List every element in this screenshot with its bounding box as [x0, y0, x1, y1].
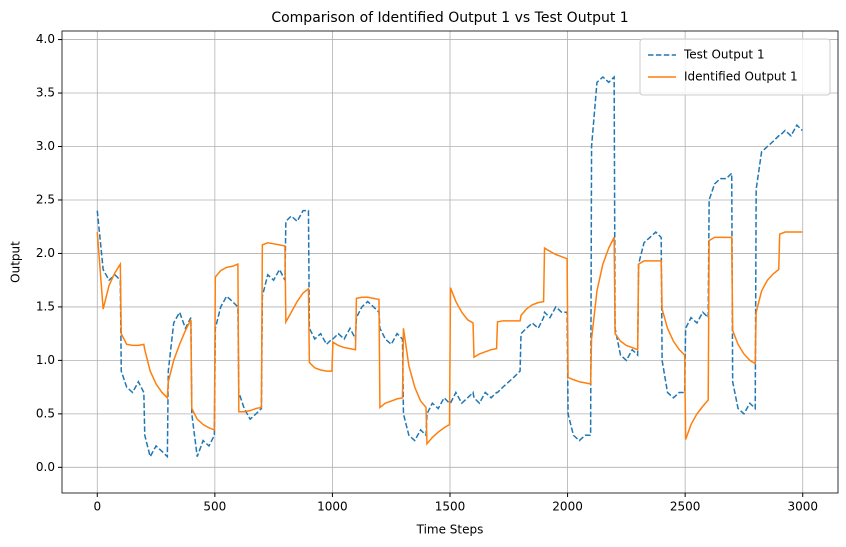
x-tick-label: 2000 — [552, 500, 583, 514]
legend: Test Output 1 Identified Output 1 — [639, 38, 831, 96]
y-tick-label: 2.5 — [36, 192, 55, 206]
legend-label: Test Output 1 — [683, 48, 765, 62]
data-line — [96, 231, 803, 446]
legend-label: Identified Output 1 — [684, 70, 798, 84]
y-tick-label: 4.0 — [36, 32, 55, 46]
x-tick-label: 3000 — [787, 500, 818, 514]
plot-frame — [61, 30, 839, 494]
y-tick-label: 2.0 — [36, 246, 55, 260]
y-tick-label: 0.0 — [36, 460, 55, 474]
chart-title: Comparison of Identified Output 1 vs Tes… — [271, 10, 628, 26]
x-tick-label: 2500 — [670, 500, 701, 514]
y-tick-label: 0.5 — [36, 406, 55, 420]
y-tick-label: 3.0 — [36, 139, 55, 153]
legend-box — [639, 38, 831, 96]
x-tick-label: 0 — [93, 500, 101, 514]
x-tick-label: 500 — [203, 500, 226, 514]
x-tick-label: 1500 — [435, 500, 466, 514]
y-tick-label: 3.5 — [36, 86, 55, 100]
x-tick-label: 1000 — [317, 500, 348, 514]
y-axis-label: Output — [9, 241, 23, 283]
y-tick-label: 1.5 — [36, 299, 55, 313]
y-tick-label: 1.0 — [36, 353, 55, 367]
x-axis-label: Time Steps — [416, 523, 484, 537]
